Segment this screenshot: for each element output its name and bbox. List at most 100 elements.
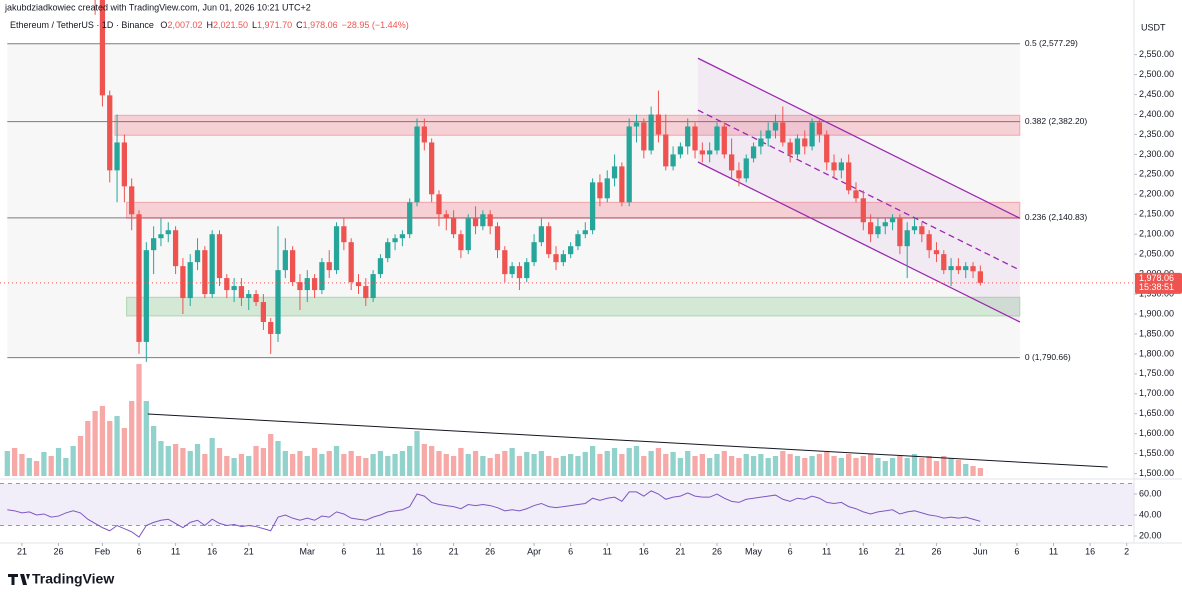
volume-bar [867, 454, 874, 476]
volume-bar [911, 454, 918, 476]
rsi-pane [0, 483, 1134, 538]
candle-body [136, 214, 142, 342]
volume-bar [641, 456, 647, 476]
y-tick-label: 2,050.00 [1139, 249, 1174, 259]
volume-bar [714, 454, 720, 476]
volume-bar [63, 458, 69, 476]
volume-bar [297, 451, 303, 476]
candle-body [99, 0, 106, 96]
candle-body [180, 266, 186, 299]
y-tick-label: 2,250.00 [1139, 169, 1174, 179]
ohlc-key: H [206, 20, 213, 30]
volume-bar [165, 446, 171, 476]
volume-bar [121, 428, 128, 476]
volume-bar [553, 458, 559, 476]
ohlc-key: O [160, 20, 167, 30]
volume-bar [11, 448, 18, 476]
x-tick-label: 11 [171, 546, 180, 556]
candle-body [875, 226, 881, 235]
volume-bar [224, 456, 230, 476]
volume-bar [736, 458, 742, 476]
candle-body [282, 250, 288, 271]
zone [114, 114, 1021, 136]
volume-bar [304, 456, 310, 476]
volume-trendline [147, 413, 1108, 468]
x-tick-label: 11 [603, 546, 612, 556]
candle-body [765, 130, 771, 139]
volume-bar [831, 456, 837, 476]
volume-bar [407, 446, 413, 476]
x-tick-label: 6 [788, 546, 793, 556]
logo-icon [8, 574, 30, 585]
volume-bar [348, 451, 354, 476]
volume-bar [92, 411, 98, 476]
ohlc-change: −28.95 (−1.44%) [342, 20, 409, 30]
y-tick-label: 1,750.00 [1139, 368, 1174, 378]
candle-body [977, 271, 983, 283]
x-tick-label: 6 [568, 546, 573, 556]
credit: jakubdziadkowiec created with TradingVie… [4, 2, 311, 12]
x-tick-label: 16 [639, 546, 649, 556]
candle-body [231, 286, 237, 291]
candle-body [575, 234, 581, 247]
volume-bar [663, 454, 669, 476]
candle-body [772, 122, 779, 131]
y-tick-label: 2,300.00 [1139, 149, 1174, 159]
volume-bar [509, 448, 515, 476]
fib-label: 0 (1,790.66) [1025, 352, 1071, 362]
volume-bar [560, 456, 566, 476]
candle-body [970, 266, 976, 272]
candle-body [904, 230, 910, 247]
volume-bar [158, 441, 164, 476]
x-tick-label: Apr [527, 546, 541, 556]
rsi-tick-label: 20.00 [1139, 530, 1162, 540]
candle-body [399, 234, 406, 239]
x-tick-label: 6 [1014, 546, 1019, 556]
volume-bar [231, 458, 237, 476]
x-tick-label: 6 [341, 546, 346, 556]
candle-body [867, 222, 874, 235]
volume-bar [963, 464, 969, 476]
candle-body [480, 214, 486, 227]
volume-bar [538, 451, 545, 476]
candle-body [268, 321, 274, 334]
candle-body [919, 226, 925, 235]
candle-body [546, 226, 552, 255]
volume-bar [33, 461, 40, 476]
candle-body [794, 138, 801, 155]
candle-body [333, 226, 340, 271]
volume-bar [582, 452, 588, 476]
x-tick-label: 21 [895, 546, 905, 556]
candle-body [509, 266, 515, 275]
volume-bar [685, 451, 691, 476]
volume-bar [341, 454, 347, 476]
candle-body [531, 242, 537, 263]
candle-body [121, 142, 128, 187]
volume-bar [633, 446, 640, 476]
volume-bar [502, 451, 508, 476]
y-tick-label: 1,500.00 [1139, 468, 1174, 478]
candle-body [246, 294, 252, 299]
candle-body [685, 126, 691, 147]
candle-body [648, 114, 654, 151]
candle-body [319, 262, 325, 291]
volume-bar [926, 456, 932, 476]
fib-label: 0.236 (2,140.83) [1025, 212, 1088, 222]
y-tick-label: 2,450.00 [1139, 89, 1174, 99]
y-tick-label: 2,100.00 [1139, 229, 1174, 239]
candle-body [846, 162, 852, 191]
candle-body [707, 150, 713, 155]
volume-bar [355, 456, 362, 476]
volume-bar [933, 461, 940, 476]
ohlc-value: 1,971.70 [257, 20, 292, 30]
candle-body [275, 270, 281, 334]
volume-bar [326, 451, 332, 476]
candle-body [633, 122, 640, 127]
candle-body [172, 230, 179, 267]
candle-body [948, 266, 954, 271]
x-tick-label: 11 [376, 546, 385, 556]
volume-bar [143, 401, 149, 476]
volume-bar [611, 448, 618, 476]
candle-body [392, 238, 398, 243]
